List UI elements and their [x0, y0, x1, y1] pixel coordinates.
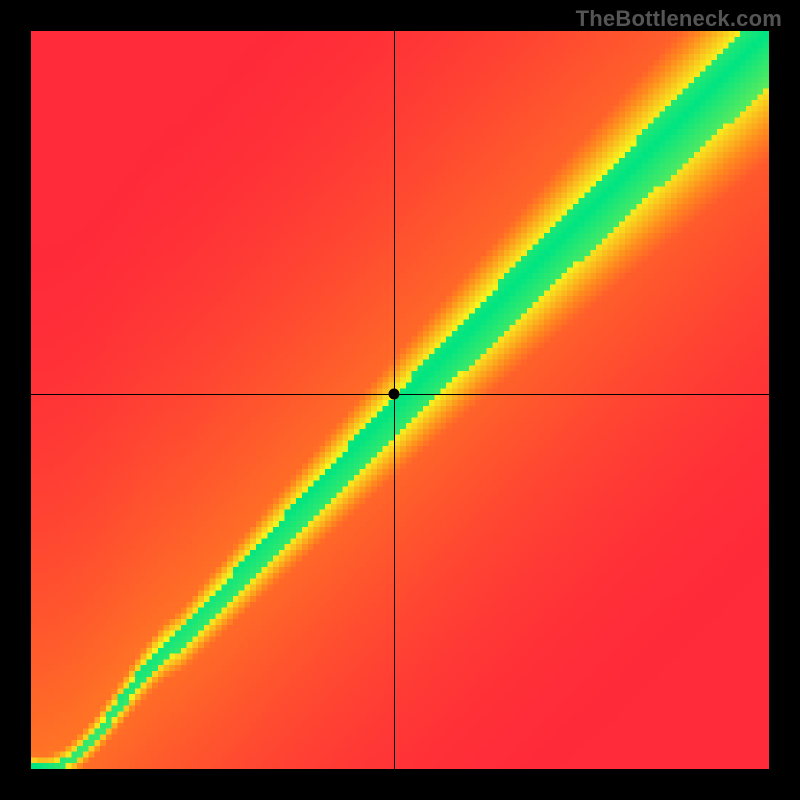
crosshair-marker-dot	[389, 389, 400, 400]
heatmap-canvas	[31, 31, 769, 769]
crosshair-horizontal-line	[31, 394, 769, 395]
heatmap-plot-area	[31, 31, 769, 769]
watermark-text: TheBottleneck.com	[576, 6, 782, 32]
crosshair-vertical-line	[394, 31, 395, 769]
